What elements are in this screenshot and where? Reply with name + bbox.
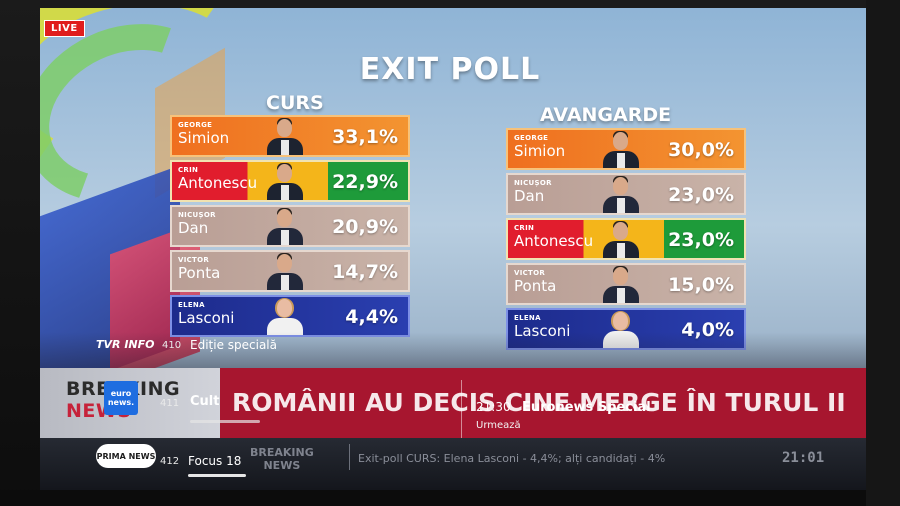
candidate-percentage: 33,1% bbox=[332, 126, 398, 148]
ticker-divider bbox=[349, 444, 350, 470]
candidate-portrait bbox=[601, 265, 641, 303]
program-title: Focus 18 bbox=[188, 454, 242, 468]
candidate-percentage: 4,4% bbox=[345, 306, 398, 328]
tvr-info-logo: TVR INFO bbox=[96, 338, 155, 351]
candidate-portrait bbox=[601, 310, 641, 348]
candidate-first-name: NICUȘOR bbox=[514, 179, 552, 187]
candidate-portrait bbox=[265, 252, 305, 290]
channel-row-prima-news[interactable] bbox=[40, 438, 866, 490]
candidate-name: VICTOR Ponta bbox=[178, 257, 220, 281]
candidate-first-name: VICTOR bbox=[178, 256, 210, 264]
program-divider bbox=[461, 380, 462, 438]
candidate-name: GEORGE Simion bbox=[514, 135, 565, 159]
candidate-name: CRIN Antonescu bbox=[178, 167, 257, 191]
tv-bezel-right bbox=[866, 0, 900, 506]
candidate-percentage: 15,0% bbox=[668, 274, 734, 296]
candidate-last-name: Simion bbox=[178, 129, 230, 147]
candidate-row: VICTOR Ponta 15,0% bbox=[506, 263, 746, 305]
candidate-first-name: ELENA bbox=[178, 301, 205, 309]
headline-text: ROMÂNII AU DECIS CINE MERGE ÎN TURUL II bbox=[232, 388, 846, 417]
candidate-portrait bbox=[601, 220, 641, 258]
channel-row-euronews[interactable]: BREAKING NEWS ROMÂNII AU DECIS CINE MERG… bbox=[40, 368, 866, 438]
poll-table-curs: GEORGE Simion 33,1% CRIN Antonescu 22,9% NICUȘ… bbox=[170, 115, 410, 340]
candidate-last-name: Dan bbox=[178, 219, 209, 237]
candidate-percentage: 23,0% bbox=[668, 229, 734, 251]
candidate-name: CRIN Antonescu bbox=[514, 225, 593, 249]
candidate-first-name: GEORGE bbox=[514, 134, 549, 142]
ticker-breaking-label: BREAKING NEWS bbox=[250, 446, 314, 472]
candidate-last-name: Lasconi bbox=[514, 322, 571, 340]
channel-row-tvr-info[interactable] bbox=[40, 332, 866, 368]
candidate-last-name: Antonescu bbox=[178, 174, 258, 192]
candidate-name: ELENA Lasconi bbox=[178, 302, 234, 326]
candidate-percentage: 22,9% bbox=[332, 171, 398, 193]
candidate-first-name: GEORGE bbox=[178, 121, 213, 129]
candidate-last-name: Ponta bbox=[178, 264, 221, 282]
candidate-row: ELENA Lasconi 4,0% bbox=[506, 308, 746, 350]
candidate-name: NICUȘOR Dan bbox=[514, 180, 552, 204]
ticker-breaking: BREAKING bbox=[250, 446, 314, 459]
candidate-portrait bbox=[601, 175, 641, 213]
candidate-last-name: Simion bbox=[514, 142, 566, 160]
poll-title-avangarde: AVANGARDE bbox=[540, 104, 672, 126]
program-progress-bar bbox=[190, 420, 260, 423]
candidate-row: GEORGE Simion 30,0% bbox=[506, 128, 746, 170]
candidate-name: VICTOR Ponta bbox=[514, 270, 556, 294]
news-ticker: Exit-poll CURS: Elena Lasconi - 4,4%; al… bbox=[358, 452, 666, 465]
candidate-last-name: Antonescu bbox=[514, 232, 594, 250]
candidate-first-name: ELENA bbox=[514, 314, 541, 322]
candidate-first-name: CRIN bbox=[514, 224, 535, 232]
candidate-name: NICUȘOR Dan bbox=[178, 212, 216, 236]
program-progress-bar bbox=[188, 474, 246, 477]
broadcast-clock: 21:01 bbox=[782, 450, 825, 466]
candidate-portrait bbox=[601, 130, 641, 168]
candidate-portrait bbox=[265, 297, 305, 335]
euronews-logo: euro news. bbox=[104, 381, 138, 415]
candidate-name: GEORGE Simion bbox=[178, 122, 229, 146]
candidate-row: NICUȘOR Dan 20,9% bbox=[170, 205, 410, 247]
candidate-last-name: Lasconi bbox=[178, 309, 235, 327]
candidate-first-name: VICTOR bbox=[514, 269, 546, 277]
tv-bezel-bottom bbox=[0, 490, 900, 506]
poll-table-avangarde: GEORGE Simion 30,0% NICUȘOR Dan 23,0% CRIN Anto… bbox=[506, 128, 746, 353]
now-program-title: Euronews Special bbox=[522, 400, 651, 415]
prima-news-logo: PRIMA NEWS bbox=[96, 444, 156, 468]
candidate-portrait bbox=[265, 162, 305, 200]
candidate-percentage: 20,9% bbox=[332, 216, 398, 238]
program-title: Cult bbox=[190, 394, 220, 409]
candidate-percentage: 30,0% bbox=[668, 139, 734, 161]
candidate-percentage: 14,7% bbox=[332, 261, 398, 283]
next-label: Urmează bbox=[476, 420, 521, 431]
candidate-row: ELENA Lasconi 4,4% bbox=[170, 295, 410, 337]
program-title: Ediție specială bbox=[190, 338, 277, 352]
candidate-portrait bbox=[265, 117, 305, 155]
candidate-row: VICTOR Ponta 14,7% bbox=[170, 250, 410, 292]
candidate-percentage: 23,0% bbox=[668, 184, 734, 206]
candidate-first-name: CRIN bbox=[178, 166, 199, 174]
page-title: EXIT POLL bbox=[359, 52, 541, 87]
poll-title-curs: CURS bbox=[266, 92, 324, 114]
candidate-row: GEORGE Simion 33,1% bbox=[170, 115, 410, 157]
candidate-row: CRIN Antonescu 23,0% bbox=[506, 218, 746, 260]
channel-info-tvr: TVR INFO bbox=[96, 338, 154, 351]
channel-number: 412 bbox=[160, 456, 180, 467]
candidate-last-name: Dan bbox=[514, 187, 545, 205]
channel-number: 410 bbox=[162, 340, 182, 351]
candidate-percentage: 4,0% bbox=[681, 319, 734, 341]
channel-guide-overlay: BREAKING NEWS ROMÂNII AU DECIS CINE MERG… bbox=[40, 332, 866, 490]
candidate-portrait bbox=[265, 207, 305, 245]
candidate-last-name: Ponta bbox=[514, 277, 557, 295]
candidate-name: ELENA Lasconi bbox=[514, 315, 570, 339]
live-badge: LIVE bbox=[44, 20, 85, 37]
candidate-row: CRIN Antonescu 22,9% bbox=[170, 160, 410, 202]
candidate-first-name: NICUȘOR bbox=[178, 211, 216, 219]
now-time: 21:30 bbox=[476, 400, 511, 414]
ticker-news: NEWS bbox=[263, 459, 301, 472]
candidate-row: NICUȘOR Dan 23,0% bbox=[506, 173, 746, 215]
channel-number: 411 bbox=[160, 398, 180, 409]
